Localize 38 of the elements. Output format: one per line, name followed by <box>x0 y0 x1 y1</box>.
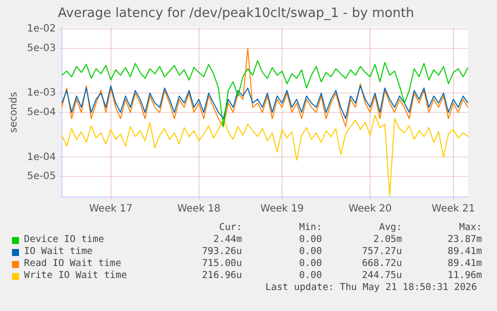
y-tick-label: 5e-05 <box>26 171 56 182</box>
text: 11.96m <box>446 270 482 282</box>
text: 216.96u <box>200 270 242 282</box>
text: 0.00 <box>298 234 322 246</box>
text: Last update: Thu May 21 18:50:31 2026 <box>265 282 477 293</box>
text: 2.44m <box>212 234 242 246</box>
text: 793.26u <box>200 246 242 258</box>
text: Avg: <box>378 222 402 234</box>
legend-label: Device IO time <box>23 234 106 246</box>
text: Cur: <box>218 222 242 234</box>
legend-label: Read IO Wait time <box>23 258 122 270</box>
text: 0.00 <box>298 270 322 282</box>
text: Max: <box>458 222 482 234</box>
y-axis-title: seconds <box>8 92 20 133</box>
chart-title: Average latency for /dev/peak10clt/swap_1 - by month <box>58 6 414 22</box>
text: 668.72u <box>360 258 402 270</box>
y-tick-label: 5e-03 <box>26 42 56 54</box>
text: 757.27u <box>360 246 402 258</box>
x-tick-label: Week 19 <box>260 204 304 215</box>
text: 2.05m <box>372 234 402 246</box>
x-tick-label: Week 17 <box>89 204 132 215</box>
text: 89.41m <box>446 246 482 258</box>
y-tick-label: 1e-04 <box>26 152 56 163</box>
text: 715.00u <box>200 258 242 270</box>
text: 244.75u <box>360 270 402 282</box>
x-tick-label: Week 21 <box>432 204 475 215</box>
y-tick-label: 1e-03 <box>26 88 56 99</box>
text: 0.00 <box>298 258 322 270</box>
x-tick-label: Week 18 <box>177 204 221 215</box>
y-tick-label: 5e-04 <box>26 107 56 118</box>
y-tick-label: 1e-02 <box>26 24 56 35</box>
text: 0.00 <box>298 246 322 258</box>
legend-label: IO Wait time <box>23 246 94 258</box>
text: 89.41m <box>446 258 482 270</box>
legend-label: Write IO Wait time <box>23 270 128 282</box>
x-tick-label: Week 20 <box>348 204 392 215</box>
text: 23.87m <box>446 234 482 246</box>
text: Min: <box>298 222 322 234</box>
